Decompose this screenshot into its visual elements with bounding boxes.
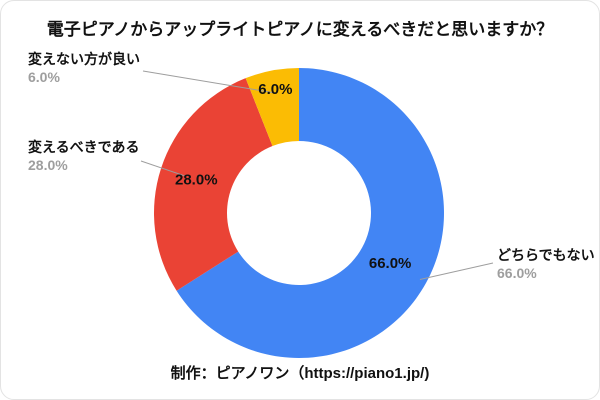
credit-line: 制作：ピアノワン（https://piano1.jp/) [170,365,430,382]
callout-label: 変えるべきである [28,139,140,155]
pie-slice-2 [245,68,299,147]
callout-neither: どちらでもない 66.0% [497,247,595,282]
leader-line-1 [140,160,186,177]
callout-better-not-change: 変えない方が良い 6.0% [28,51,140,86]
callout-percent: 6.0% [28,68,60,85]
slice-value-label-2: 6.0% [258,81,292,98]
callout-percent: 66.0% [497,264,537,281]
callout-should-change: 変えるべきである 28.0% [28,139,139,174]
pie-slice-1 [154,78,273,291]
leader-line-2 [142,70,277,94]
slice-value-label-1: 28.0% [175,172,218,189]
pie-slice-0 [176,68,444,358]
callout-label: 変えない方が良い [28,51,140,67]
leader-line-0 [419,262,494,280]
callout-label: どちらでもない [497,247,595,263]
callout-percent: 28.0% [28,156,68,173]
chart-title: 電子ピアノからアップライトピアノに変えるべきだと思いますか？ [46,20,554,39]
slice-value-label-0: 66.0% [369,255,412,272]
